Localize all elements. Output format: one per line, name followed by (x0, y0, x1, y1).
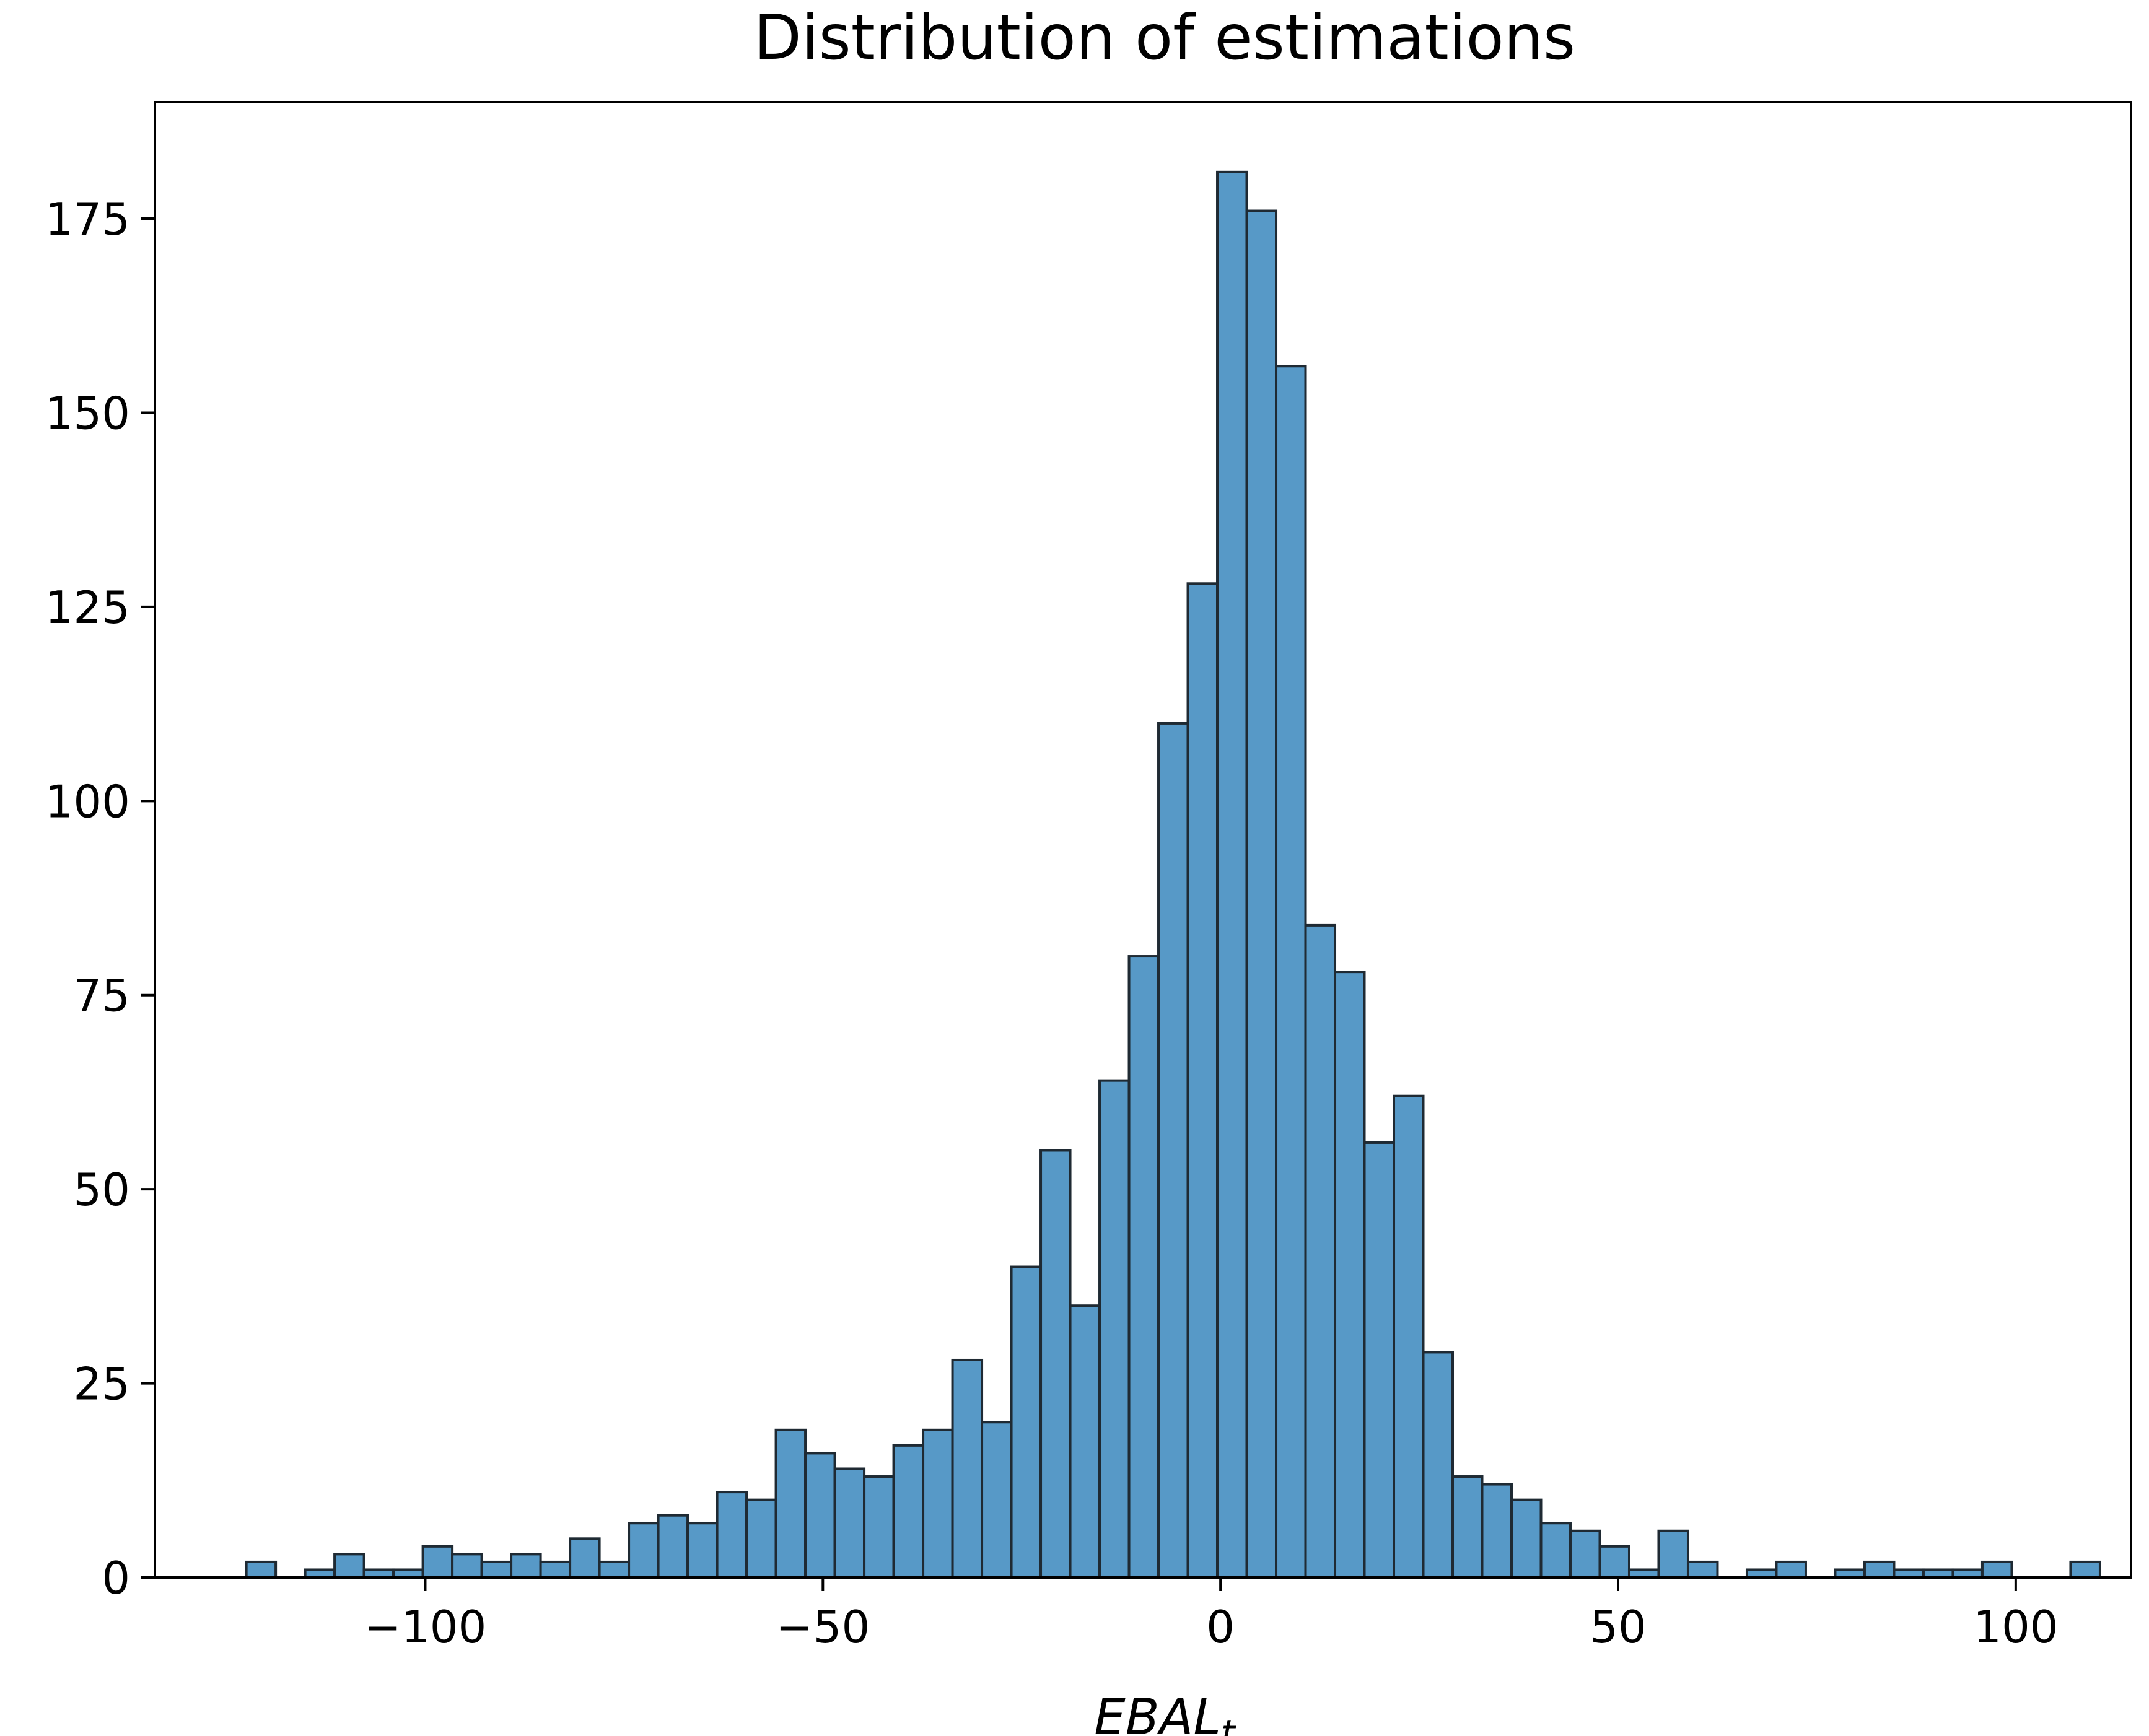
histogram-bar (1334, 971, 1366, 1579)
histogram-bar (1157, 722, 1189, 1579)
histogram-bar (1245, 209, 1278, 1579)
histogram-bar (657, 1514, 689, 1579)
histogram-bar (774, 1428, 807, 1579)
histogram-bar (1069, 1304, 1101, 1579)
histogram-bar (628, 1522, 660, 1579)
histogram-bar (598, 1560, 631, 1579)
y-tick-label: 125 (45, 582, 130, 634)
histogram-bar (951, 1358, 984, 1579)
y-axis: 0 25 50 75 100 125 150 175 (45, 193, 155, 1604)
x-tick-label: 50 (1590, 1601, 1647, 1653)
histogram-bar (1598, 1545, 1630, 1579)
histogram-bar (833, 1467, 866, 1579)
y-tick-label: 25 (73, 1358, 130, 1410)
histogram-bar (1039, 1149, 1072, 1579)
histogram-bar (1686, 1560, 1719, 1579)
histogram-bar (1363, 1141, 1396, 1579)
x-tick-label: −50 (776, 1601, 870, 1653)
x-axis-label-subscript: t (1221, 1712, 1236, 1736)
chart-title: Distribution of estimations (754, 1, 1575, 74)
x-tick-label: 100 (1973, 1601, 2058, 1653)
histogram-bar (1304, 923, 1337, 1579)
x-axis: −100 −50 0 50 100 (364, 1577, 2059, 1653)
histogram-bar (686, 1522, 719, 1579)
histogram-bar (1775, 1560, 1807, 1579)
x-tick-label: −100 (364, 1601, 487, 1653)
histogram-bar (1422, 1351, 1455, 1579)
x-axis-label: EBALt (1094, 1688, 1236, 1736)
histogram-bar (1216, 170, 1248, 1579)
histogram-bar (1539, 1522, 1572, 1579)
histogram-bar (333, 1553, 365, 1579)
histogram-bar (1127, 955, 1160, 1579)
y-tick-label: 0 (102, 1552, 130, 1604)
histogram-bar (1098, 1079, 1131, 1579)
histogram-bar (1451, 1475, 1484, 1579)
histogram-bar (451, 1553, 483, 1579)
histogram-bar (892, 1444, 925, 1579)
x-tick-label: 0 (1206, 1601, 1235, 1653)
histogram-bar (1569, 1529, 1601, 1579)
histogram-bar (2069, 1560, 2101, 1579)
histogram-bar (863, 1475, 895, 1579)
histogram-bar (245, 1560, 278, 1579)
x-axis-label-main: EBAL (1094, 1688, 1221, 1736)
y-tick-label: 100 (45, 775, 130, 827)
y-tick-label: 150 (45, 387, 130, 439)
y-tick-label: 50 (73, 1164, 130, 1216)
histogram-bar (1186, 582, 1219, 1579)
histogram-bar (539, 1560, 572, 1579)
y-tick-label: 75 (73, 970, 130, 1022)
histogram-bar (1657, 1529, 1689, 1579)
histogram-bar (480, 1560, 513, 1579)
histogram-bar (510, 1553, 542, 1579)
histogram-bar (1481, 1483, 1513, 1579)
histogram-bar (981, 1421, 1013, 1579)
histogram-bar (716, 1491, 748, 1579)
histogram-bar (804, 1452, 836, 1579)
histogram-bar (1510, 1498, 1543, 1579)
histogram-bar (569, 1537, 601, 1579)
histogram-bar (1980, 1560, 2013, 1579)
histogram-bar (922, 1428, 954, 1579)
histogram-bar (1863, 1560, 1896, 1579)
bars-group (245, 170, 2101, 1579)
y-tick-label: 175 (45, 193, 130, 245)
histogram-bar (745, 1498, 777, 1579)
histogram-bar (1275, 365, 1307, 1579)
histogram-bar (421, 1545, 454, 1579)
histogram-bar (1393, 1094, 1425, 1579)
plot-frame (154, 101, 2132, 1579)
histogram-bar (1010, 1265, 1043, 1579)
